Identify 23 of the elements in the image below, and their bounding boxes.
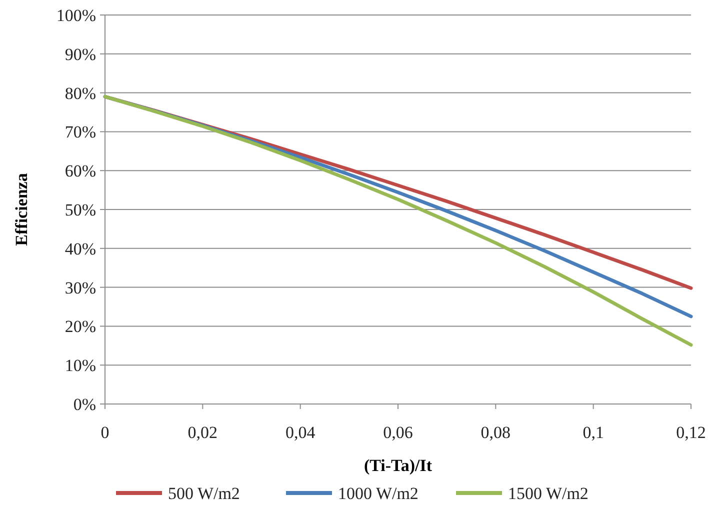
y-tick-label: 100%	[56, 6, 96, 25]
legend-label: 1000 W/m2	[338, 484, 418, 503]
legend-label: 1500 W/m2	[508, 484, 588, 503]
x-tick-label: 0,06	[383, 423, 413, 442]
y-tick-label: 0%	[73, 394, 96, 414]
y-tick-label: 90%	[64, 44, 96, 64]
y-tick-label: 60%	[64, 162, 96, 181]
y-tick-label: 40%	[64, 239, 96, 258]
y-tick-label: 10%	[64, 356, 96, 376]
x-tick-label: 0,12	[676, 423, 706, 442]
y-axis-title: Efficienza	[12, 172, 31, 246]
x-tick-label: 0,1	[582, 423, 604, 442]
y-tick-label: 70%	[64, 122, 96, 142]
y-tick-label: 80%	[64, 84, 96, 103]
x-axis-title: (Ti-Ta)/It	[364, 456, 432, 475]
x-tick-label: 0,04	[285, 423, 316, 442]
x-tick-label: 0,08	[480, 423, 511, 442]
x-tick-label: 0,02	[188, 423, 218, 442]
y-tick-label: 50%	[64, 200, 96, 220]
legend-label: 500 W/m2	[168, 484, 240, 503]
y-tick-label: 20%	[64, 317, 96, 336]
y-tick-label: 30%	[64, 278, 96, 298]
x-tick-label: 0	[100, 423, 110, 442]
